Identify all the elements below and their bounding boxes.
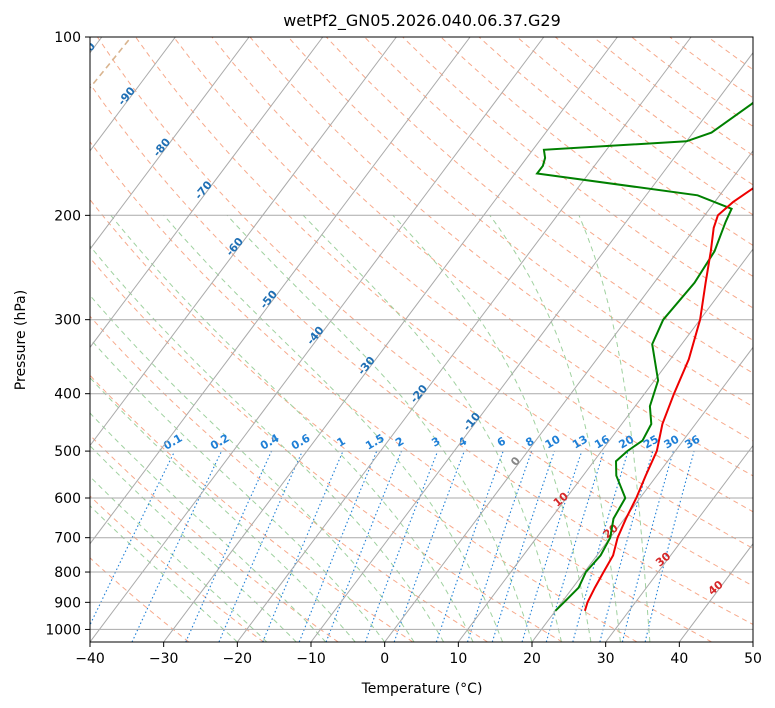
isotherm-line <box>457 248 753 642</box>
moist-adiabat-line <box>489 215 621 642</box>
chart-title: wetPf2_GN05.2026.040.06.37.G29 <box>283 11 561 31</box>
moist-adiabat-line <box>578 215 651 642</box>
isotherm-line <box>90 37 471 545</box>
dry-adiabat-line <box>90 140 712 642</box>
x-tick-label: 40 <box>670 651 688 667</box>
moist-adiabat-line <box>90 245 445 642</box>
y-tick-label: 700 <box>54 531 81 547</box>
dry-adiabat-line <box>402 37 753 309</box>
y-tick-label: 500 <box>54 444 81 460</box>
isotherm-line <box>90 37 176 152</box>
mixing-ratio-line <box>185 450 273 642</box>
mixing-ratio-line <box>466 450 533 642</box>
isotherm-line <box>163 37 618 642</box>
y-tick-label: 900 <box>54 595 81 611</box>
dry-adiabat-line <box>135 37 753 550</box>
x-axis-title: Temperature (°C) <box>361 681 483 697</box>
x-tick-label: −10 <box>296 651 326 667</box>
isotherm-line <box>384 150 753 642</box>
dry-adiabat-line <box>287 37 753 408</box>
isotherm-line <box>90 37 545 642</box>
y-tick-label: 100 <box>54 30 81 46</box>
mixing-ratio-line <box>521 450 583 642</box>
moist-adiabat-line <box>302 214 562 642</box>
plot-border <box>89 36 754 643</box>
dry-adiabat-line <box>211 37 753 477</box>
isotherm-line <box>236 37 692 642</box>
isotherm-line <box>605 444 753 642</box>
mixing-ratio-line <box>298 450 378 642</box>
y-tick-label: 300 <box>54 313 81 329</box>
dry-adiabat-line <box>90 557 190 642</box>
y-axis-title: Pressure (hPa) <box>13 290 29 390</box>
moist-adiabat-line <box>392 214 592 642</box>
moist-adiabat-line <box>90 377 356 642</box>
y-tick-label: 200 <box>54 208 81 224</box>
isotherm-line <box>90 37 397 447</box>
moist-adiabat-line <box>163 214 503 642</box>
dry-adiabat-line <box>90 257 563 642</box>
isotherm-line <box>90 37 250 250</box>
mixing-ratio-line <box>599 450 654 642</box>
plot-frame <box>89 36 754 643</box>
dewpoint-profile-line <box>535 101 753 612</box>
mixing-ratio-line <box>364 450 439 642</box>
moist-adiabat-line <box>90 338 386 642</box>
y-tick-label: 800 <box>54 565 81 581</box>
x-tick-label: 30 <box>597 651 615 667</box>
mixing-ratio-line <box>621 450 674 642</box>
moist-adiabat-line <box>90 412 327 642</box>
mixing-ratio-line <box>325 450 403 642</box>
x-tick-label: 10 <box>449 651 467 667</box>
mixing-ratio-line <box>90 450 176 627</box>
mixing-ratio-line <box>218 450 303 642</box>
x-tick-label: 50 <box>744 651 762 667</box>
y-tick-label: 600 <box>54 491 81 507</box>
isotherm-line <box>310 51 753 642</box>
mixing-ratio-line <box>491 450 555 642</box>
y-tick-label: 400 <box>54 387 81 403</box>
temperature-profile-line <box>583 187 753 612</box>
dry-adiabat-line <box>173 37 753 513</box>
x-tick-label: 0 <box>380 651 389 667</box>
x-tick-label: −30 <box>149 651 179 667</box>
moist-adiabat-line <box>90 505 238 642</box>
mixing-ratio-line <box>262 450 344 642</box>
dry-adiabat-line <box>96 37 753 587</box>
moist-adiabat-line <box>90 475 268 642</box>
dry-adiabat-line <box>90 83 753 625</box>
moist-adiabat-line <box>226 214 533 642</box>
moist-adiabat-line <box>90 294 415 642</box>
axes: −40 −30 −20 −10 0 10 20 30 40 50 100 200 300 400 500 60… <box>45 30 762 667</box>
dry-adiabat-line <box>90 374 414 642</box>
x-tick-label: −20 <box>223 651 253 667</box>
isotherm-line <box>90 37 324 349</box>
mixing-ratio-line <box>545 450 605 642</box>
x-tick-label: 20 <box>523 651 541 667</box>
dry-adiabat-line <box>364 37 753 341</box>
x-tick-label: −40 <box>75 651 105 667</box>
y-tick-label: 1000 <box>45 622 81 638</box>
mixing-ratio-line <box>435 450 504 642</box>
mixing-ratio-line <box>572 450 629 642</box>
